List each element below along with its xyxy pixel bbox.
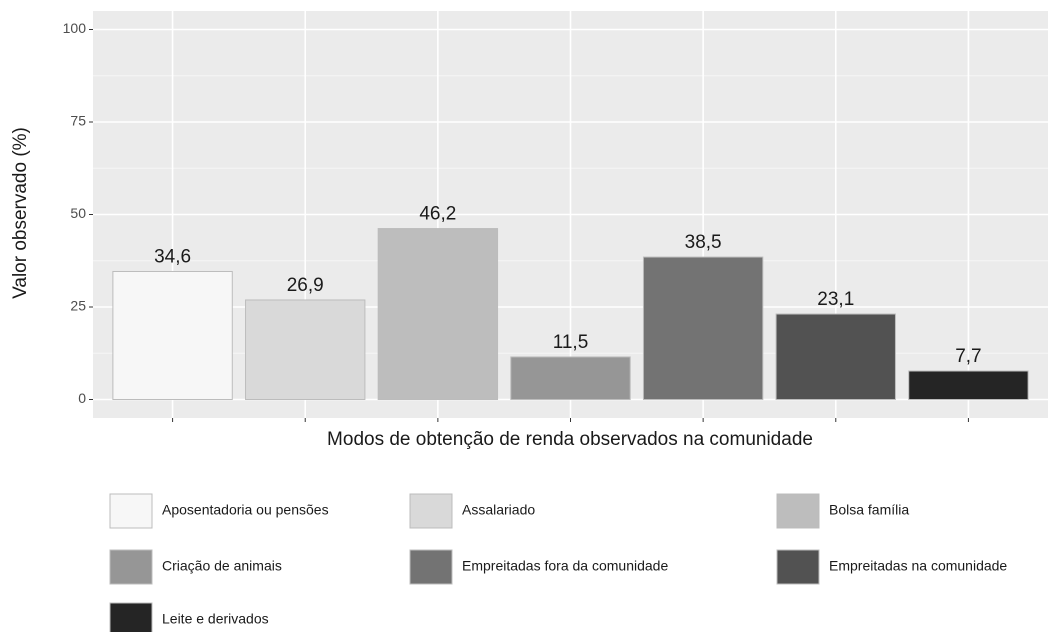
value-label: 23,1 xyxy=(817,289,854,310)
legend-label: Criação de animais xyxy=(162,558,282,574)
legend-key xyxy=(109,602,153,632)
x-axis-title: Modos de obtenção de renda observados na… xyxy=(327,429,813,450)
bar xyxy=(908,370,1029,401)
value-label: 11,5 xyxy=(553,332,589,353)
legend-label: Assalariado xyxy=(462,502,535,518)
legend-key xyxy=(409,549,453,585)
y-tick-label: 50 xyxy=(70,205,86,221)
bar xyxy=(377,228,499,400)
legend-label: Empreitadas na comunidade xyxy=(829,558,1007,574)
bar xyxy=(642,256,764,400)
legend-label: Bolsa família xyxy=(829,502,909,518)
bar xyxy=(245,299,366,400)
legend-key xyxy=(776,493,820,529)
y-axis-title: Valor observado (%) xyxy=(10,127,31,299)
bar xyxy=(510,356,631,401)
value-label: 26,9 xyxy=(287,275,324,296)
value-label: 46,2 xyxy=(419,204,456,225)
bar xyxy=(775,313,896,400)
legend-label: Leite e derivados xyxy=(162,611,269,627)
y-tick-label: 100 xyxy=(63,20,87,36)
value-label: 7,7 xyxy=(955,346,981,367)
legend-key xyxy=(776,549,820,585)
legend-label: Empreitadas fora da comunidade xyxy=(462,558,668,574)
y-tick-label: 25 xyxy=(70,298,86,314)
value-label: 38,5 xyxy=(685,232,722,253)
y-tick-label: 75 xyxy=(70,113,86,129)
legend-key xyxy=(109,549,153,585)
legend-key xyxy=(109,493,153,529)
legend-label: Aposentadoria ou pensões xyxy=(162,502,329,518)
y-tick-label: 0 xyxy=(78,390,86,406)
bar xyxy=(112,270,233,401)
value-label: 34,6 xyxy=(154,246,191,267)
legend-key xyxy=(409,493,453,529)
